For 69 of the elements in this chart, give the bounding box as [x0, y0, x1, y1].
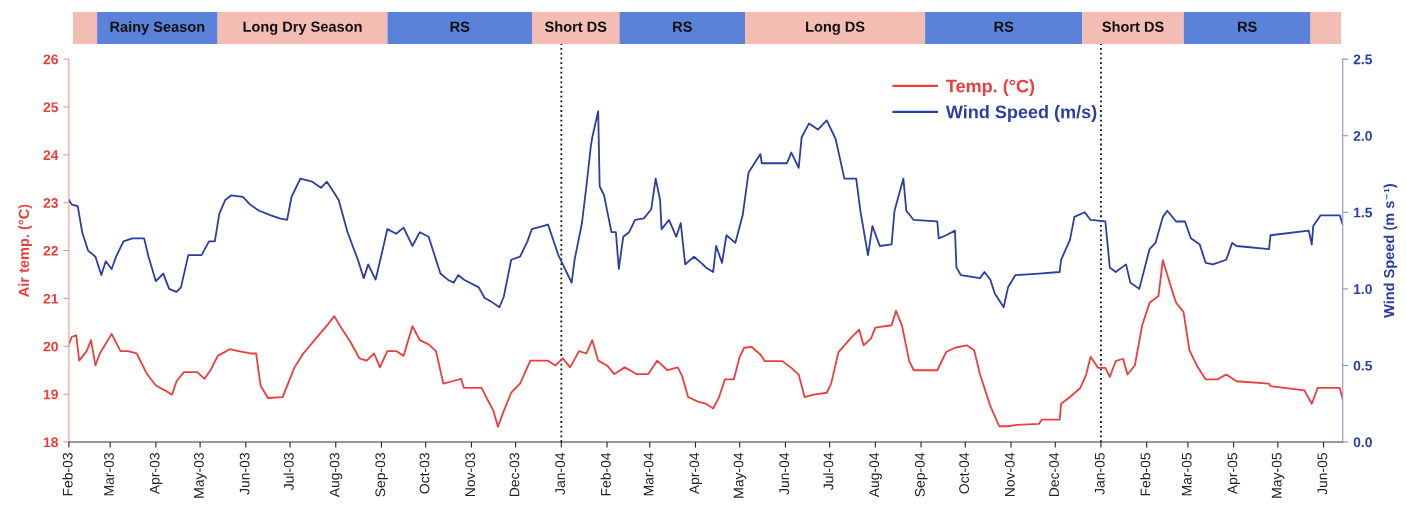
bar	[387, 12, 533, 44]
y-tick-label: 26	[43, 54, 58, 65]
x-tick-label: Sep-03	[375, 453, 388, 497]
x-tick-label: Mar-04	[643, 452, 654, 496]
legend-label: Temp. (°C)	[946, 79, 1035, 97]
y2-tick-label: 2.5	[1353, 54, 1373, 65]
y-tick-label: 19	[43, 389, 58, 400]
x-tick-label: Oct-03	[419, 453, 430, 494]
y-tick-label: 24	[43, 150, 59, 160]
x-tick-label: Aug-03	[329, 453, 343, 498]
series-label: Long Dry Season	[243, 21, 362, 35]
x-tick-label: Mar-03	[104, 453, 114, 496]
x-tick-label: Jul-03	[283, 453, 294, 491]
bar	[97, 12, 218, 44]
x-tick-label: Jan-04	[555, 452, 566, 495]
x-tick-label: Jun-05	[1317, 453, 1328, 495]
x-tick-label: May-04	[733, 452, 747, 498]
y2-tick-label: 1.0	[1354, 284, 1372, 295]
x-tick-label: Oct-04	[959, 452, 970, 494]
y2-tick-label: 1.5	[1354, 207, 1373, 218]
y-tick-label: 25	[43, 102, 59, 113]
x-tick-label: Apr-03	[149, 453, 163, 495]
bar	[532, 12, 620, 44]
bar	[619, 12, 746, 44]
y-axis-title: Air temp. (°C)	[18, 204, 32, 297]
bar	[1082, 12, 1184, 44]
series-label: Short DS	[1102, 21, 1164, 32]
y2-tick-label: 0.0	[1353, 437, 1372, 448]
x-tick-label: Apr-04	[689, 452, 702, 495]
y-tick-label: 22	[43, 245, 58, 256]
bar	[217, 12, 388, 44]
x-tick-label: Sep-04	[914, 452, 928, 497]
legend-label: Wind Speed (m/s)	[945, 105, 1097, 122]
x-tick-label: Jan-05	[1094, 453, 1105, 495]
x-tick-label: Jul-04	[823, 452, 834, 491]
x-tick-label: Mar-05	[1181, 453, 1192, 496]
series-label: RS	[450, 21, 470, 32]
x-tick-label: May-05	[1271, 453, 1285, 498]
x-tick-label: Apr-05	[1227, 453, 1241, 495]
x-tick-label: Feb-04	[600, 452, 611, 496]
y-tick-label: 21	[43, 293, 59, 304]
bar	[73, 12, 98, 44]
x-tick-label: Aug-04	[869, 452, 882, 498]
x-tick-label: Feb-03	[62, 453, 73, 496]
y2-tick-label: 2.0	[1353, 131, 1372, 141]
bar	[1183, 12, 1311, 44]
x-tick-label: Nov-03	[465, 453, 476, 497]
series-label: Rainy Season	[110, 21, 205, 35]
series-label: Short DS	[544, 21, 607, 32]
y2-tick-label: 0.5	[1353, 360, 1373, 371]
bar	[925, 12, 1083, 44]
series-label: RS	[1238, 21, 1257, 32]
series-label: Long DS	[806, 21, 865, 35]
series-label: RS	[994, 21, 1014, 32]
x-tick-label: Feb-05	[1140, 453, 1151, 496]
y2-axis-title: Wind Speed (m s⁻¹)	[1383, 183, 1398, 318]
x-tick-label: May-03	[194, 453, 207, 498]
line-series	[68, 259, 1343, 428]
bar	[1310, 12, 1341, 44]
x-tick-label: Nov-04	[1004, 452, 1015, 497]
x-tick-label: Dec-04	[1049, 452, 1059, 497]
x-tick-label: Dec-03	[509, 453, 520, 497]
y-tick-label: 18	[43, 437, 59, 448]
series-label: RS	[673, 21, 692, 32]
x-tick-label: Jun-03	[239, 453, 250, 495]
y-tick-label: 20	[43, 341, 58, 352]
x-tick-label: Jun-04	[779, 452, 790, 495]
y-tick-label: 23	[43, 198, 58, 208]
bar	[745, 12, 926, 44]
